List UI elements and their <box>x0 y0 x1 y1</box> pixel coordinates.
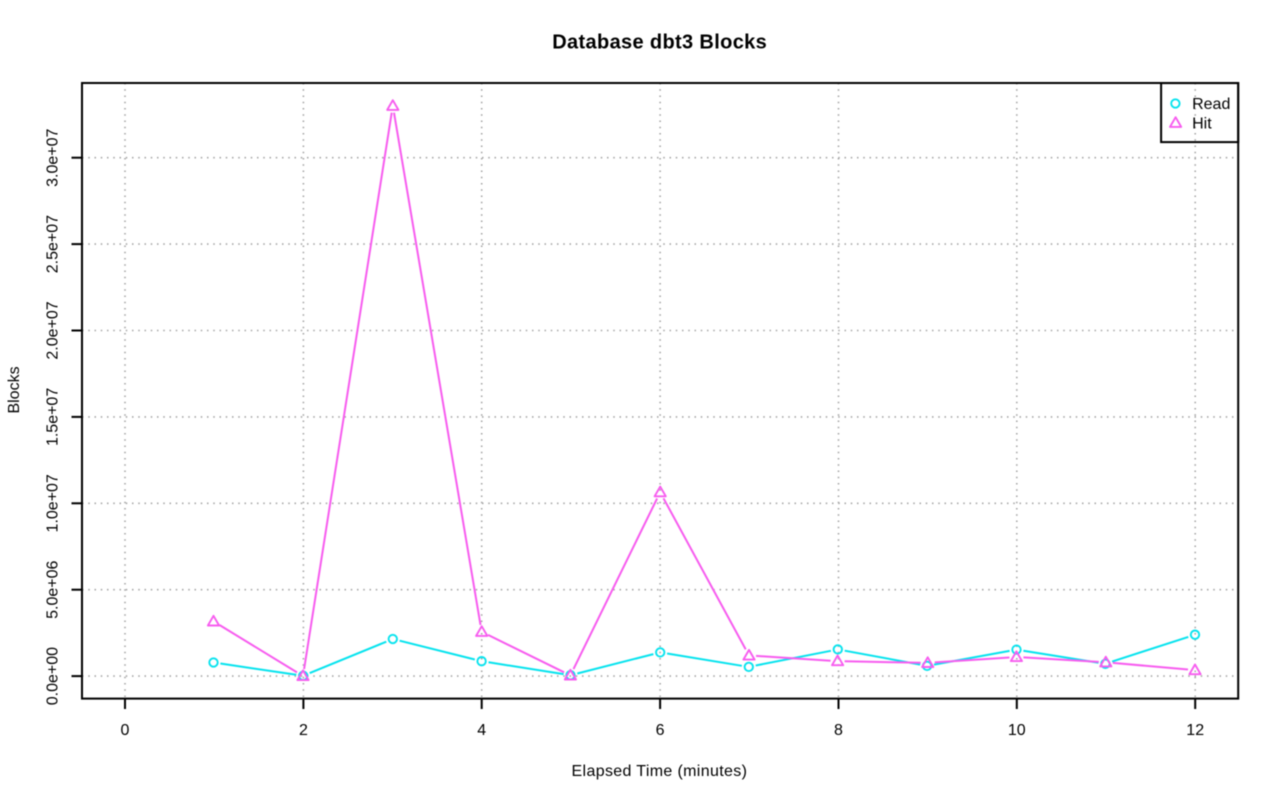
svg-text:2.0e+07: 2.0e+07 <box>45 301 62 359</box>
svg-text:Blocks: Blocks <box>6 366 23 413</box>
svg-text:4: 4 <box>477 722 486 739</box>
svg-text:0.0e+00: 0.0e+00 <box>45 647 62 705</box>
svg-text:10: 10 <box>1008 722 1026 739</box>
svg-text:12: 12 <box>1186 722 1204 739</box>
svg-text:1.5e+07: 1.5e+07 <box>45 388 62 446</box>
svg-text:0: 0 <box>121 722 130 739</box>
svg-text:5.0e+06: 5.0e+06 <box>45 560 62 618</box>
svg-text:6: 6 <box>656 722 665 739</box>
svg-text:Read: Read <box>1192 96 1230 113</box>
svg-text:1.0e+07: 1.0e+07 <box>45 474 62 532</box>
svg-text:Hit: Hit <box>1192 116 1212 133</box>
svg-text:2.5e+07: 2.5e+07 <box>45 215 62 273</box>
svg-text:2: 2 <box>299 722 308 739</box>
svg-text:8: 8 <box>834 722 843 739</box>
svg-text:3.0e+07: 3.0e+07 <box>45 128 62 186</box>
svg-text:Database dbt3 Blocks: Database dbt3 Blocks <box>552 32 767 54</box>
svg-text:Elapsed Time (minutes): Elapsed Time (minutes) <box>572 763 748 780</box>
